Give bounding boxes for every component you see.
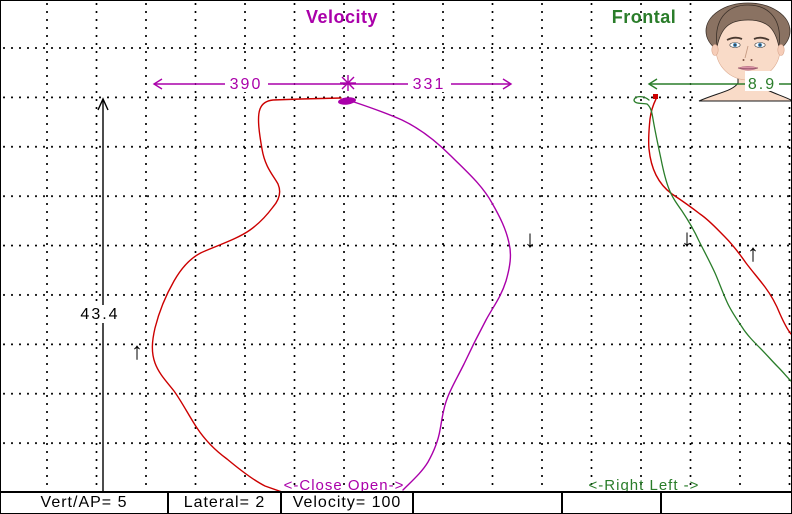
right-eyebrow xyxy=(753,36,770,41)
frontal-right-trace xyxy=(647,98,791,335)
frontal-panel: 8.9 ↓ ↑ <-Right Left -> Frontal xyxy=(589,2,791,491)
right-pupil xyxy=(759,44,761,46)
status-velocity: Velocity= 100 xyxy=(282,493,414,513)
status-vert-ap: Vert/AP= 5 xyxy=(1,493,169,513)
vertical-extent-value: 43.4 xyxy=(80,306,119,323)
frontal-title: Frontal xyxy=(612,7,677,27)
right-ear xyxy=(777,44,785,56)
left-nostril xyxy=(742,59,745,61)
frontal-start-marker xyxy=(653,94,658,99)
velocity-panel: 43.4 390 331 xyxy=(77,7,536,491)
plot-area: 43.4 390 331 xyxy=(1,1,791,491)
star-marker-icon xyxy=(340,75,356,91)
status-bar: Vert/AP= 5 Lateral= 2 Velocity= 100 xyxy=(1,491,791,513)
velocity-open-trace xyxy=(353,101,512,491)
left-ear xyxy=(711,44,719,56)
left-eyebrow xyxy=(726,36,743,41)
open-extent-arrowhead-icon xyxy=(152,78,163,90)
close-extent-label-bg xyxy=(408,75,451,92)
close-extent-arrowhead-icon xyxy=(502,78,513,90)
velocity-title: Velocity xyxy=(306,7,378,27)
mouth-line xyxy=(737,67,759,70)
status-lateral: Lateral= 2 xyxy=(169,493,282,513)
lateral-extent-arrowhead-icon xyxy=(647,78,658,90)
nose xyxy=(744,45,749,59)
velocity-close-trace xyxy=(151,97,342,491)
frontal-left-trace xyxy=(633,95,791,382)
status-empty-1 xyxy=(414,493,563,513)
vertical-extent-arrowhead-icon xyxy=(97,97,109,111)
vertical-extent-label-bg xyxy=(77,305,123,323)
trace-start-blob xyxy=(338,97,356,105)
left-pupil xyxy=(734,44,736,46)
down-arrow-icon: ↓ xyxy=(524,226,536,253)
close-extent-value: 331 xyxy=(413,76,446,93)
status-empty-3 xyxy=(662,493,791,513)
up-arrow-icon: ↑ xyxy=(747,240,759,267)
open-extent-value: 390 xyxy=(230,76,263,93)
up-arrow-icon: ↑ xyxy=(131,338,143,365)
measurement-canvas: 43.4 390 331 xyxy=(77,2,791,491)
status-empty-2 xyxy=(563,493,662,513)
right-nostril xyxy=(750,59,753,61)
close-open-axis-label: <-Close Open-> xyxy=(284,477,405,491)
open-extent-label-bg xyxy=(225,75,268,92)
lateral-extent-value: 8.9 xyxy=(748,76,776,93)
down-arrow-icon: ↓ xyxy=(681,225,693,252)
right-left-axis-label: <-Right Left -> xyxy=(589,477,700,491)
lateral-extent-label-bg xyxy=(745,71,779,91)
